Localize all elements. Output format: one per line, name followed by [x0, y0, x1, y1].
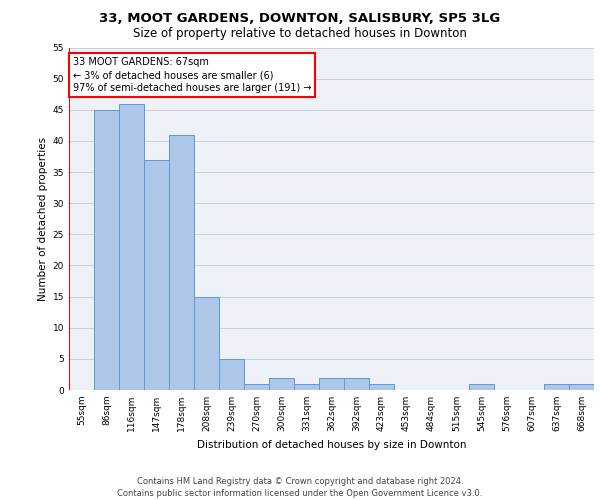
Bar: [144, 160, 169, 390]
Bar: [219, 359, 244, 390]
Text: Size of property relative to detached houses in Downton: Size of property relative to detached ho…: [133, 28, 467, 40]
Bar: [569, 384, 594, 390]
Text: 33, MOOT GARDENS, DOWNTON, SALISBURY, SP5 3LG: 33, MOOT GARDENS, DOWNTON, SALISBURY, SP…: [100, 12, 500, 26]
Bar: [544, 384, 569, 390]
Bar: [269, 378, 294, 390]
Text: Contains HM Land Registry data © Crown copyright and database right 2024.
Contai: Contains HM Land Registry data © Crown c…: [118, 476, 482, 498]
Y-axis label: Number of detached properties: Number of detached properties: [38, 136, 49, 301]
Bar: [344, 378, 369, 390]
Bar: [469, 384, 494, 390]
Bar: [294, 384, 319, 390]
Bar: [169, 134, 194, 390]
Bar: [319, 378, 344, 390]
Bar: [119, 104, 144, 390]
Bar: [194, 296, 219, 390]
Bar: [369, 384, 394, 390]
X-axis label: Distribution of detached houses by size in Downton: Distribution of detached houses by size …: [197, 440, 466, 450]
Text: 33 MOOT GARDENS: 67sqm
← 3% of detached houses are smaller (6)
97% of semi-detac: 33 MOOT GARDENS: 67sqm ← 3% of detached …: [73, 57, 311, 93]
Bar: [244, 384, 269, 390]
Bar: [94, 110, 119, 390]
